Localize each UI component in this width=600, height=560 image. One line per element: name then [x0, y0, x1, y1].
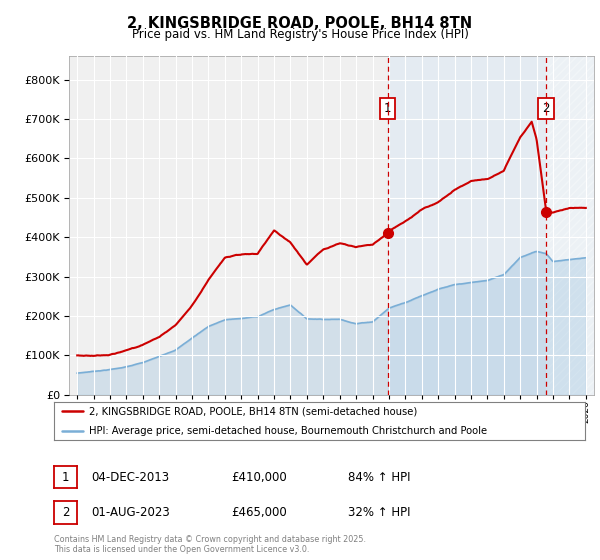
Text: 1: 1: [384, 102, 391, 115]
Text: 2: 2: [542, 102, 550, 115]
Bar: [388, 56, 594, 395]
Text: Contains HM Land Registry data © Crown copyright and database right 2025.
This d: Contains HM Land Registry data © Crown c…: [54, 535, 366, 554]
Text: 01-AUG-2023: 01-AUG-2023: [91, 506, 170, 519]
Text: 84% ↑ HPI: 84% ↑ HPI: [348, 470, 410, 484]
Text: HPI: Average price, semi-detached house, Bournemouth Christchurch and Poole: HPI: Average price, semi-detached house,…: [89, 426, 487, 436]
Text: 2: 2: [62, 506, 69, 519]
Text: 2, KINGSBRIDGE ROAD, POOLE, BH14 8TN (semi-detached house): 2, KINGSBRIDGE ROAD, POOLE, BH14 8TN (se…: [89, 406, 417, 416]
Text: 1: 1: [62, 470, 69, 484]
Text: £465,000: £465,000: [231, 506, 287, 519]
Text: 2, KINGSBRIDGE ROAD, POOLE, BH14 8TN: 2, KINGSBRIDGE ROAD, POOLE, BH14 8TN: [127, 16, 473, 31]
Text: £410,000: £410,000: [231, 470, 287, 484]
Text: 32% ↑ HPI: 32% ↑ HPI: [348, 506, 410, 519]
Text: 04-DEC-2013: 04-DEC-2013: [91, 470, 169, 484]
Bar: [546, 56, 594, 395]
Text: Price paid vs. HM Land Registry's House Price Index (HPI): Price paid vs. HM Land Registry's House …: [131, 28, 469, 41]
